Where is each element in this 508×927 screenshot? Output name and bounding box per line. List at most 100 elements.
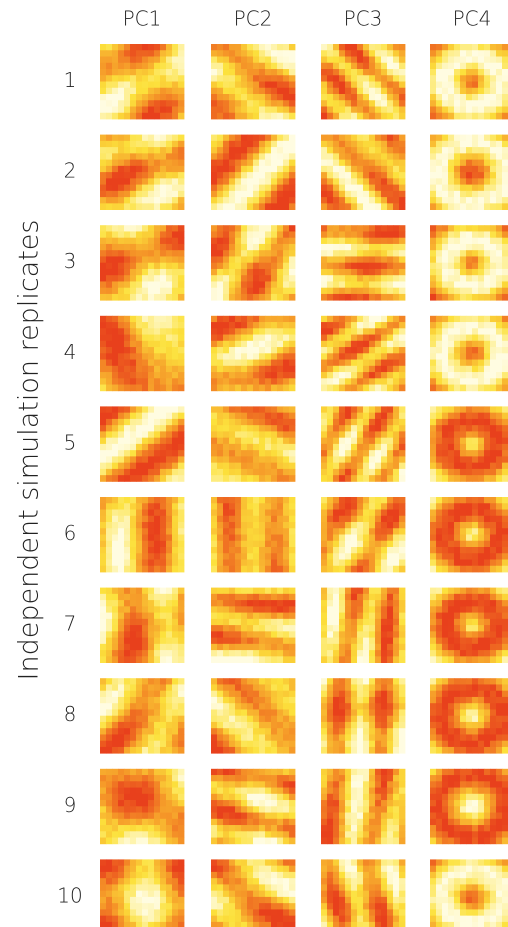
heatmap-cell — [160, 612, 167, 620]
heatmap-cell — [321, 515, 328, 523]
heatmap-cell — [289, 696, 296, 704]
heatmap-cell — [154, 275, 161, 282]
heatmap-cell — [502, 587, 508, 595]
heatmap-cell — [271, 231, 278, 239]
heatmap-cell — [136, 172, 143, 179]
heatmap-cell — [393, 322, 400, 329]
heatmap-cell — [154, 643, 161, 651]
heatmap-cell — [211, 50, 218, 57]
heatmap-cell — [247, 431, 254, 439]
heatmap-cell — [100, 75, 107, 82]
heatmap-cell — [369, 359, 376, 367]
heatmap-cell — [124, 184, 131, 192]
heatmap-cell — [142, 44, 149, 51]
heatmap-cell — [112, 159, 119, 167]
heatmap-cell — [454, 353, 461, 360]
heatmap-cell — [484, 322, 491, 329]
heatmap-cell — [247, 353, 254, 360]
heatmap — [211, 678, 296, 754]
heatmap-cell — [351, 184, 358, 192]
heatmap-cell — [241, 690, 248, 698]
heatmap-cell — [490, 75, 497, 82]
heatmap-cell — [289, 134, 296, 142]
heatmap-cell — [327, 503, 334, 510]
heatmap-cell — [277, 509, 284, 517]
heatmap-cell — [223, 690, 230, 698]
y-axis-label: Independent simulation replicates — [14, 220, 45, 681]
heatmap-cell — [217, 690, 224, 698]
heatmap-cell — [472, 293, 479, 301]
heatmap-cell — [484, 178, 491, 185]
heatmap-cell — [454, 250, 461, 257]
heatmap-cell — [166, 140, 173, 148]
heatmap-cell — [375, 625, 382, 632]
heatmap-cell — [333, 243, 340, 251]
heatmap-cell — [490, 322, 497, 329]
heatmap-cell — [327, 631, 334, 638]
heatmap-cell — [148, 618, 155, 626]
heatmap-cell — [478, 540, 485, 548]
heatmap-cell — [321, 237, 328, 245]
heatmap-cell — [160, 650, 167, 657]
heatmap-cell — [154, 62, 161, 70]
heatmap-cell — [118, 378, 125, 385]
heatmap-cell — [430, 147, 437, 154]
heatmap-cell — [277, 696, 284, 704]
heatmap-cell — [442, 347, 449, 354]
heatmap-cell — [112, 165, 119, 173]
heatmap-cell — [160, 540, 167, 548]
heatmap-cell — [496, 328, 503, 335]
heatmap-cell — [375, 475, 382, 482]
heatmap-cell — [229, 456, 236, 464]
heatmap-cell — [472, 497, 479, 504]
heatmap-cell — [351, 540, 358, 548]
heatmap-cell — [333, 340, 340, 348]
heatmap-cell — [472, 565, 479, 573]
heatmap-cell — [496, 81, 503, 89]
heatmap-cell — [351, 256, 358, 264]
heatmap-cell — [277, 334, 284, 342]
heatmap-cell — [154, 237, 161, 245]
heatmap-cell — [351, 197, 358, 204]
heatmap-cell — [253, 372, 260, 379]
heatmap-cell — [460, 515, 467, 523]
heatmap-cell — [217, 359, 224, 367]
heatmap-cell — [448, 534, 455, 542]
heatmap-cell — [235, 262, 242, 270]
heatmap-cell — [442, 412, 449, 420]
heatmap-cell — [154, 431, 161, 439]
heatmap-cell — [387, 468, 394, 476]
heatmap-cell — [496, 203, 503, 210]
heatmap-cell — [235, 372, 242, 379]
heatmap-cell — [172, 262, 179, 270]
heatmap-cell — [112, 378, 119, 385]
heatmap-cell — [490, 197, 497, 204]
heatmap-cell — [381, 281, 388, 289]
heatmap-cell — [502, 237, 508, 245]
heatmap-cell — [154, 87, 161, 95]
heatmap-cell — [235, 497, 242, 504]
heatmap-cell — [172, 147, 179, 154]
heatmap-cell — [241, 178, 248, 185]
heatmap-cell — [339, 553, 346, 560]
heatmap-cell — [112, 678, 119, 685]
heatmap-cell — [271, 140, 278, 148]
heatmap-cell — [124, 740, 131, 748]
heatmap-cell — [130, 287, 137, 295]
heatmap-cell — [142, 678, 149, 685]
heatmap-cell — [442, 606, 449, 613]
heatmap-cell — [363, 81, 370, 89]
heatmap-cell — [118, 740, 125, 748]
heatmap-cell — [345, 637, 352, 645]
heatmap-cell — [277, 231, 284, 239]
heatmap-cell — [381, 165, 388, 173]
heatmap-cell — [124, 418, 131, 426]
heatmap-cell — [265, 612, 272, 620]
heatmap-cell — [124, 618, 131, 626]
heatmap-cell — [454, 503, 461, 510]
heatmap-cell — [321, 159, 328, 167]
heatmap-cell — [235, 522, 242, 529]
heatmap-cell — [277, 165, 284, 173]
heatmap-cell — [241, 328, 248, 335]
